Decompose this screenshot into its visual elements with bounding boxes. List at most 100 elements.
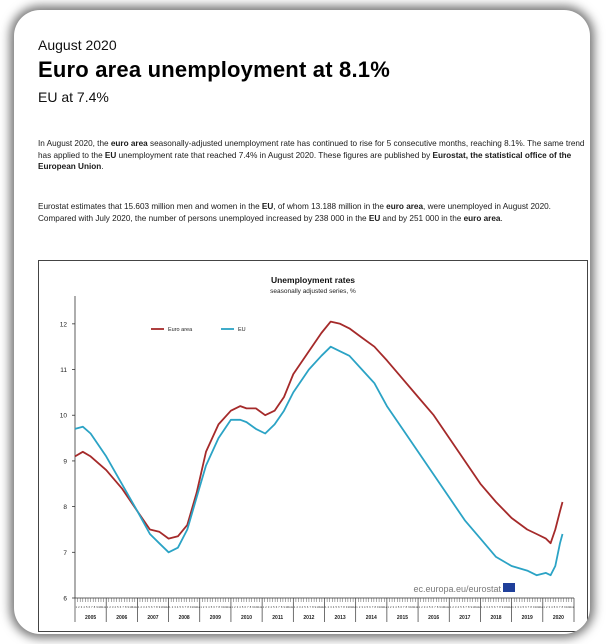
month-tick-label: 5 <box>335 605 337 609</box>
year-tick-label: 2011 <box>272 615 283 621</box>
month-tick-label: 2 <box>390 605 392 609</box>
month-tick-label: 1 <box>263 605 265 609</box>
month-tick-label: 7 <box>465 605 467 609</box>
month-tick-label: 8 <box>343 605 345 609</box>
month-tick-label: 2 <box>421 605 423 609</box>
month-tick-label: 10 <box>472 605 475 609</box>
chart-series <box>74 320 564 577</box>
month-tick-label: 1 <box>107 605 109 609</box>
month-tick-label: 8 <box>125 605 127 609</box>
chart-source: ec.europa.eu/eurostat <box>413 584 501 594</box>
month-tick-label: 7 <box>154 605 156 609</box>
month-tick-label: 6 <box>245 605 247 609</box>
month-tick-label: 7 <box>559 605 561 609</box>
month-tick-label: 6 <box>213 605 215 609</box>
month-tick-label: 2 <box>78 605 80 609</box>
year-tick-label: 2006 <box>116 615 127 621</box>
year-tick-label: 2010 <box>241 615 252 621</box>
month-tick-label: 4 <box>489 605 491 609</box>
p1-text-2: seasonally-adjusted unemployment rate ha… <box>38 139 585 160</box>
month-tick-label: 8 <box>187 605 189 609</box>
month-tick-label: 7 <box>309 605 311 609</box>
month-tick-label: 5 <box>491 605 493 609</box>
month-tick-label: 10 <box>98 605 101 609</box>
month-tick-label: 1 <box>419 605 421 609</box>
month-tick-label: 4 <box>208 605 210 609</box>
month-tick-label: 12 <box>166 605 169 609</box>
month-tick-label: 4 <box>333 605 335 609</box>
p2-text-1: Eurostat estimates that 15.603 million m… <box>38 202 262 211</box>
month-tick-label: 8 <box>562 605 564 609</box>
p1-bold-2: EU <box>104 150 117 160</box>
month-tick-label: 1 <box>512 605 514 609</box>
month-tick-label: 11 <box>413 605 416 609</box>
month-tick-label: 8 <box>94 605 96 609</box>
month-tick-label: 1 <box>232 605 234 609</box>
month-tick-label: 12 <box>322 605 325 609</box>
legend-label: EU <box>238 327 246 333</box>
month-tick-label: 12 <box>228 605 231 609</box>
month-tick-label: 5 <box>180 605 182 609</box>
estimates-paragraph: Eurostat estimates that 15.603 million m… <box>38 201 586 224</box>
month-tick-label: 8 <box>406 605 408 609</box>
month-tick-label: 11 <box>226 605 229 609</box>
month-tick-label: 9 <box>252 605 254 609</box>
month-tick-label: 3 <box>486 605 488 609</box>
month-tick-label: 6 <box>400 605 402 609</box>
month-tick-label: 3 <box>237 605 239 609</box>
month-tick-label: 9 <box>408 605 410 609</box>
month-tick-label: 6 <box>525 605 527 609</box>
month-tick-label: 3 <box>361 605 363 609</box>
month-tick-label: 8 <box>468 605 470 609</box>
month-tick-label: 4 <box>83 605 85 609</box>
month-tick-label: 5 <box>523 605 525 609</box>
month-tick-label: 12 <box>259 605 262 609</box>
month-tick-label: 12 <box>415 605 418 609</box>
month-tick-label: 6 <box>432 605 434 609</box>
month-tick-label: 9 <box>190 605 192 609</box>
series-line-euro-area <box>74 320 564 545</box>
p2-text-2: , of whom 13.188 million in the <box>273 202 387 211</box>
month-tick-label: 2 <box>234 605 236 609</box>
month-tick-label: 11 <box>319 605 322 609</box>
month-tick-label: 8 <box>281 605 283 609</box>
month-tick-label: 9 <box>502 605 504 609</box>
month-tick-label: 1 <box>76 605 78 609</box>
month-tick-label: 5 <box>211 605 213 609</box>
month-tick-label: 10 <box>535 605 538 609</box>
month-tick-label: 9 <box>315 605 317 609</box>
month-tick-label: 11 <box>101 605 104 609</box>
month-tick-label: 8 <box>156 605 158 609</box>
month-tick-label: 6 <box>182 605 184 609</box>
unemployment-chart-svg: Unemployment rates seasonally adjusted s… <box>60 275 575 622</box>
year-tick-label: 2018 <box>490 615 501 621</box>
month-tick-label: 9 <box>283 605 285 609</box>
month-tick-label: 4 <box>270 605 272 609</box>
month-tick-label: 3 <box>330 605 332 609</box>
p2-text-4: and by 251 000 in the <box>380 213 464 223</box>
month-tick-label: 6 <box>89 605 91 609</box>
month-tick-label: 5 <box>398 605 400 609</box>
eu-flag-icon <box>503 583 515 592</box>
month-tick-label: 7 <box>372 605 374 609</box>
month-tick-label: 8 <box>219 605 221 609</box>
month-tick-label: 7 <box>247 605 249 609</box>
month-tick-label: 3 <box>112 605 114 609</box>
month-tick-label: 9 <box>533 605 535 609</box>
month-tick-label: 3 <box>174 605 176 609</box>
month-tick-label: 8 <box>374 605 376 609</box>
month-tick-label: 12 <box>384 605 387 609</box>
month-tick-label: 10 <box>348 605 351 609</box>
month-tick-label: 12 <box>478 605 481 609</box>
month-tick-label: 2 <box>265 605 267 609</box>
month-tick-label: 4 <box>395 605 397 609</box>
month-tick-label: 5 <box>86 605 88 609</box>
unemployment-chart: Unemployment rates seasonally adjusted s… <box>38 260 588 632</box>
year-tick-label: 2005 <box>85 615 96 621</box>
p1-text-1: In August 2020, the <box>38 139 111 148</box>
month-tick-label: 11 <box>506 605 509 609</box>
month-tick-label: 9 <box>346 605 348 609</box>
month-tick-label: 10 <box>379 605 382 609</box>
month-tick-label: 5 <box>242 605 244 609</box>
p2-bold-2: euro area <box>386 202 424 211</box>
